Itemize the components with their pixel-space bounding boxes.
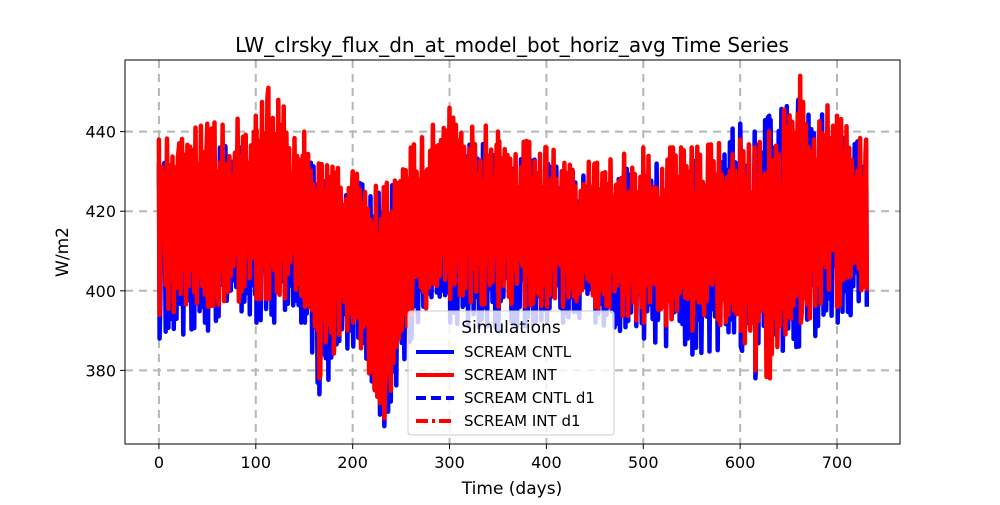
y-tick-label: 420 (85, 202, 116, 221)
legend-label-0: SCREAM CNTL (464, 343, 572, 361)
y-axis-label: W/m2 (53, 227, 73, 277)
legend-label-2: SCREAM CNTL d1 (464, 389, 595, 407)
x-tick-label: 600 (725, 453, 756, 472)
data-series (156, 73, 870, 429)
x-tick-label: 100 (241, 453, 272, 472)
x-tick-label: 200 (337, 453, 368, 472)
legend-label-1: SCREAM INT (464, 366, 558, 384)
chart-title: LW_clrsky_flux_dn_at_model_bot_horiz_avg… (235, 33, 789, 57)
y-tick-label: 440 (85, 123, 116, 142)
series-line-1 (156, 73, 870, 421)
y-tick-label: 400 (85, 282, 116, 301)
x-tick-label: 500 (628, 453, 659, 472)
plot-frame (124, 59, 901, 445)
axis-ticks: 0 100 200 300 400 500 600 700 380 400 420 440 (85, 123, 852, 472)
legend-items: SCREAM CNTL SCREAM INT SCREAM CNTL d1 SCREA… (416, 343, 595, 430)
legend-box (407, 310, 615, 436)
x-tick-label: 0 (154, 453, 164, 472)
x-tick-label: 700 (822, 453, 853, 472)
x-tick-label: 400 (531, 453, 562, 472)
x-axis-label: Time (days) (461, 479, 562, 499)
legend-title: Simulations (461, 318, 561, 338)
x-tick-label: 300 (434, 453, 465, 472)
y-tick-label: 380 (85, 361, 116, 380)
legend-label-3: SCREAM INT d1 (464, 412, 581, 430)
